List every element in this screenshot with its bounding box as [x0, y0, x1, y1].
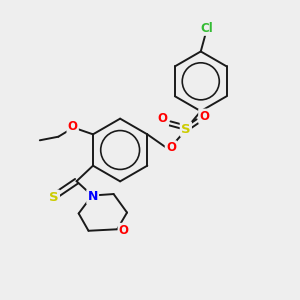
Text: O: O — [199, 110, 209, 123]
Text: O: O — [119, 224, 129, 237]
Text: S: S — [181, 123, 190, 136]
Text: Cl: Cl — [200, 22, 213, 35]
Text: S: S — [49, 191, 59, 204]
Text: O: O — [158, 112, 168, 125]
Text: N: N — [88, 190, 98, 203]
Text: O: O — [68, 120, 78, 133]
Text: O: O — [166, 141, 176, 154]
